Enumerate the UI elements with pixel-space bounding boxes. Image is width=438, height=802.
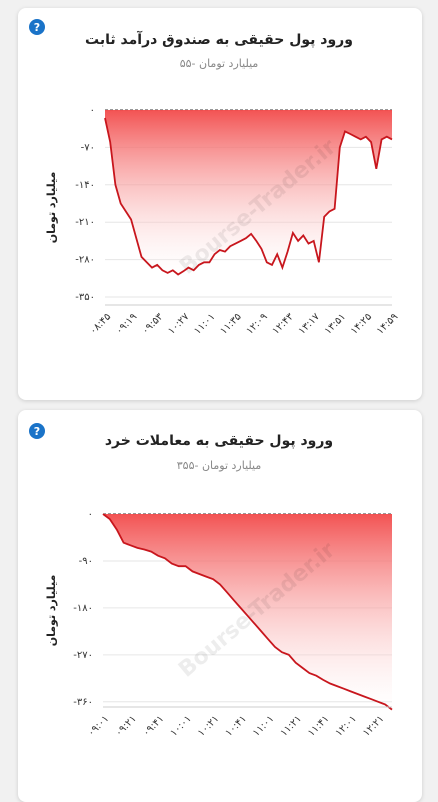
y-tick-label: -۳۵۰	[75, 292, 95, 303]
x-tick-label: ۱۰:۲۷	[166, 311, 192, 337]
help-icon[interactable]: ?	[29, 423, 45, 439]
y-tick-label: -۲۱۰	[75, 217, 95, 228]
x-tick-label: ۱۱:۴۱	[306, 713, 331, 738]
chart-title: ورود پول حقیقی به معاملات خرد	[105, 433, 333, 449]
x-tick-label: ۱۴:۵۹	[375, 311, 400, 336]
x-tick-label: ۱۱:۰۱	[192, 311, 217, 336]
y-tick-label: -۷۰	[81, 142, 95, 153]
x-tick-label: ۱۰:۲۱	[196, 713, 221, 738]
x-tick-label: ۱۲:۰۹	[244, 311, 269, 336]
chart-subtitle: میلیارد تومان -۳۵۵	[177, 459, 262, 472]
x-tick-label: ۰۸:۴۵	[88, 311, 113, 336]
area	[103, 514, 392, 710]
x-tick-label: ۰۹:۲۱	[113, 713, 138, 738]
y-tick-label: -۱۴۰	[75, 180, 95, 191]
y-tick-label: -۳۶۰	[73, 697, 93, 708]
y-axis-title: میلیارد تومان	[45, 172, 58, 244]
x-tick-label: ۱۳:۵۱	[323, 311, 348, 336]
x-tick-label: ۰۹:۰۱	[86, 713, 111, 738]
chart-subtitle: میلیارد تومان -۵۵	[180, 57, 259, 70]
x-tick-label: ۱۰:۰۱	[168, 713, 193, 738]
x-tick-label: ۱۱:۲۱	[279, 713, 304, 738]
x-tick-label: ۰۹:۵۳	[140, 311, 166, 337]
line	[102, 513, 393, 711]
y-tick-label: -۲۷۰	[73, 650, 93, 661]
x-tick-label: ۱۱:۰۱	[251, 713, 276, 738]
y-tick-label: -۹۰	[79, 556, 93, 567]
x-tick-label: ۰۹:۴۱	[141, 713, 166, 738]
line	[104, 117, 393, 276]
help-mark: ?	[34, 21, 40, 34]
x-tick-label: ۱۴:۲۵	[349, 311, 374, 336]
y-axis-title: میلیارد تومان	[45, 575, 58, 647]
y-tick-label: -۱۸۰	[73, 603, 93, 614]
x-tick-label: ۰۹:۱۹	[114, 311, 139, 336]
y-tick-label: ۰	[90, 105, 95, 116]
area	[105, 110, 392, 275]
help-icon[interactable]: ?	[29, 19, 45, 35]
chart-title: ورود پول حقیقی به صندوق درآمد ثابت	[85, 30, 353, 48]
y-tick-label: -۲۸۰	[75, 255, 95, 266]
y-tick-label: ۰	[88, 509, 93, 520]
help-mark: ?	[34, 425, 40, 438]
x-tick-label: ۱۱:۳۵	[218, 311, 243, 336]
x-tick-label: ۱۲:۰۱	[334, 713, 359, 738]
x-tick-label: ۱۲:۲۱	[361, 713, 386, 738]
x-tick-label: ۱۲:۴۳	[271, 311, 297, 337]
x-tick-label: ۱۰:۴۱	[224, 713, 249, 738]
x-tick-label: ۱۳:۱۷	[297, 311, 323, 337]
